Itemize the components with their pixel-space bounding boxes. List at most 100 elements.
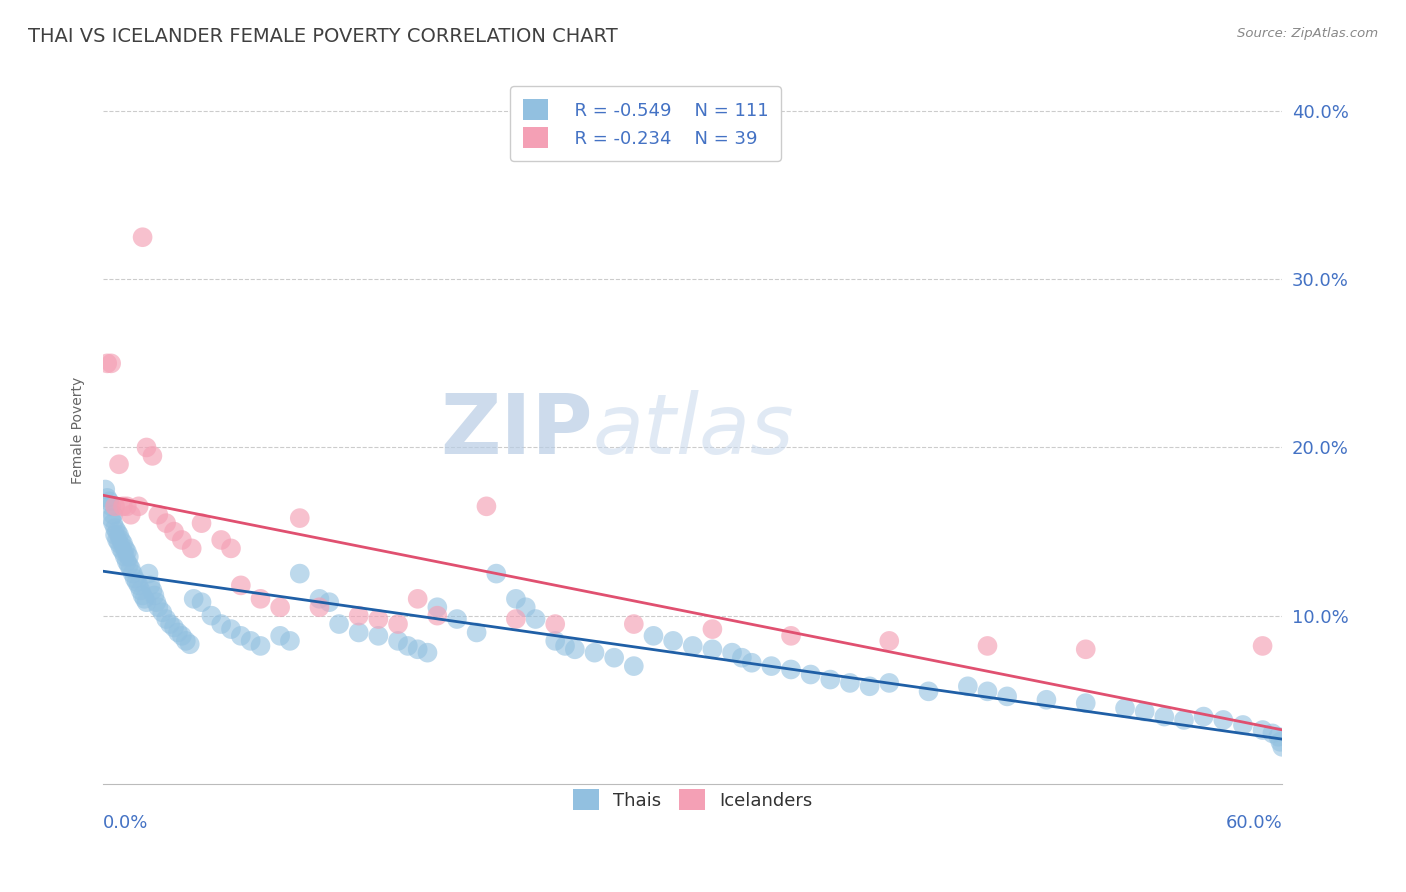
Point [139,578,162,592]
Point [1114,701,1136,715]
Point [96,491,118,505]
Point [1270,735,1292,749]
Point [141,583,163,598]
Point [1267,730,1289,744]
Point [731,650,754,665]
Point [145,595,167,609]
Point [387,617,409,632]
Point [858,679,880,693]
Point [249,639,271,653]
Point [485,566,508,581]
Point [702,622,724,636]
Point [98,494,121,508]
Point [446,612,468,626]
Point [328,617,350,632]
Point [515,600,537,615]
Point [115,545,138,559]
Point [101,516,124,530]
Text: atlas: atlas [592,390,794,471]
Text: 60.0%: 60.0% [1226,814,1282,832]
Point [115,555,138,569]
Text: THAI VS ICELANDER FEMALE POVERTY CORRELATION CHART: THAI VS ICELANDER FEMALE POVERTY CORRELA… [28,27,617,45]
Point [544,617,567,632]
Point [347,625,370,640]
Point [104,521,127,535]
Point [100,511,122,525]
Point [877,676,900,690]
Point [141,449,163,463]
Point [623,617,645,632]
Point [219,622,242,636]
Point [179,637,201,651]
Point [96,356,118,370]
Point [150,605,173,619]
Point [180,541,202,556]
Point [1232,718,1254,732]
Point [131,230,153,244]
Y-axis label: Female Poverty: Female Poverty [72,377,86,484]
Point [200,608,222,623]
Point [100,356,122,370]
Point [917,684,939,698]
Point [367,612,389,626]
Point [1192,709,1215,723]
Point [800,667,823,681]
Point [170,629,193,643]
Point [1074,696,1097,710]
Point [269,600,291,615]
Point [475,500,498,514]
Point [118,558,141,573]
Point [121,566,143,581]
Point [505,612,527,626]
Point [643,629,665,643]
Point [396,639,419,653]
Point [426,600,449,615]
Point [682,639,704,653]
Point [108,457,131,471]
Point [976,684,998,698]
Point [163,620,186,634]
Point [105,533,128,547]
Point [524,612,547,626]
Point [416,646,439,660]
Point [426,608,449,623]
Point [1173,713,1195,727]
Point [554,639,576,653]
Point [131,589,153,603]
Point [308,600,330,615]
Text: ZIP: ZIP [440,390,592,471]
Point [505,591,527,606]
Point [278,633,301,648]
Point [209,533,232,547]
Point [1261,726,1284,740]
Point [544,633,567,648]
Point [1133,705,1156,719]
Point [129,583,152,598]
Point [167,625,190,640]
Point [110,541,132,556]
Point [104,528,127,542]
Point [465,625,488,640]
Point [406,591,429,606]
Point [114,549,136,564]
Point [174,633,197,648]
Point [148,508,170,522]
Point [780,663,803,677]
Point [155,516,177,530]
Point [623,659,645,673]
Point [115,500,138,514]
Point [138,566,160,581]
Point [110,533,132,547]
Point [155,612,177,626]
Point [721,646,744,660]
Point [124,572,146,586]
Point [94,483,117,497]
Point [239,633,262,648]
Point [1212,713,1234,727]
Point [583,646,606,660]
Text: 0.0%: 0.0% [103,814,149,832]
Point [1271,739,1294,754]
Point [148,600,170,615]
Point [104,500,127,514]
Point [190,595,212,609]
